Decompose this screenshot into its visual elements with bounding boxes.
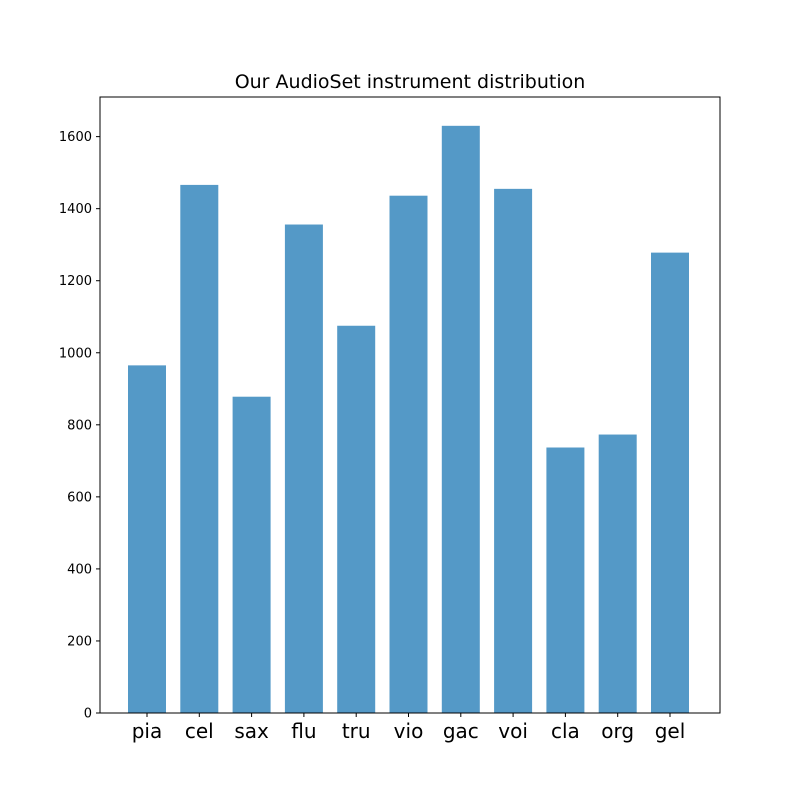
x-tick-label: cla — [551, 719, 580, 743]
bar-flu — [284, 224, 323, 713]
bar-cel — [180, 184, 219, 713]
bar-gel — [651, 252, 689, 713]
bar-tru — [337, 325, 376, 713]
y-tick-label: 800 — [67, 418, 92, 433]
bar-voi — [494, 188, 533, 714]
x-tick-label: sax — [234, 719, 269, 743]
bar-org — [598, 434, 637, 713]
y-tick-label: 1000 — [59, 346, 92, 361]
x-tick-label: cel — [185, 719, 214, 743]
y-tick-label: 1400 — [59, 202, 92, 217]
chart-title: Our AudioSet instrument distribution — [235, 71, 586, 93]
x-tick-label: org — [601, 719, 634, 743]
x-tick-label: voi — [498, 719, 528, 743]
x-tick-label: flu — [291, 719, 316, 743]
x-tick-label: gac — [443, 719, 479, 743]
x-tick-label: pia — [132, 719, 163, 743]
bar-sax — [232, 396, 271, 713]
bar-gac — [441, 125, 480, 713]
y-tick-label: 400 — [67, 562, 92, 577]
x-tick-label: gel — [655, 719, 686, 743]
x-axis: pia cel sax flu tru vio gac voi cla org gel — [132, 713, 686, 743]
bar-vio — [389, 195, 428, 713]
y-axis: 0 200 400 600 800 1000 1200 1400 1600 — [59, 130, 100, 722]
y-tick-label: 0 — [84, 707, 92, 722]
bars-layer — [128, 125, 689, 714]
bar-pia — [128, 365, 166, 713]
x-tick-label: vio — [394, 719, 424, 743]
plot-frame — [99, 96, 721, 714]
x-tick-label: tru — [342, 719, 371, 743]
y-tick-label: 600 — [67, 490, 92, 505]
bar-cla — [546, 447, 585, 713]
y-tick-label: 1600 — [59, 130, 92, 145]
y-tick-label: 1200 — [59, 274, 92, 289]
y-tick-label: 200 — [67, 634, 92, 649]
